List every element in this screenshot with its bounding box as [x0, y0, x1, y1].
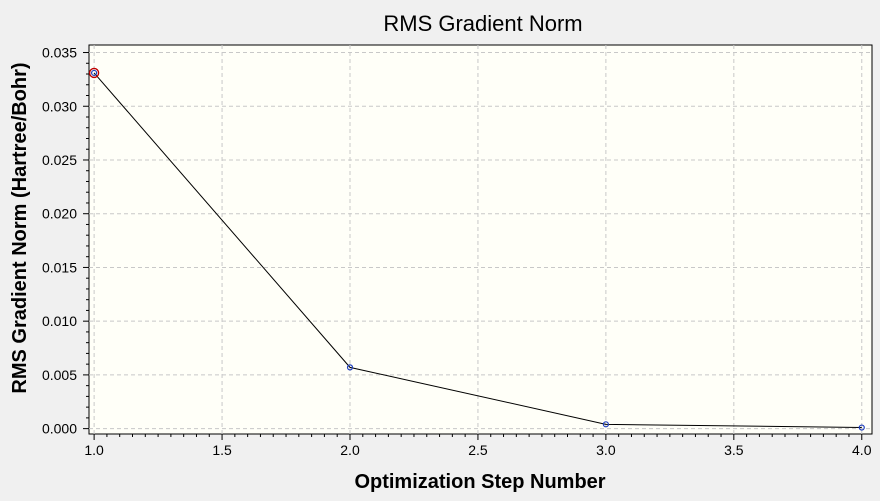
- data-point: [346, 364, 354, 371]
- y-tick-label: 0.025: [42, 152, 77, 168]
- data-point: [602, 421, 609, 428]
- y-tick-label: 0.015: [42, 259, 77, 275]
- x-axis-tick-labels: 1.0 1.5 2.0 2.5 3.0 3.5 4.0: [84, 442, 871, 458]
- x-tick-label: 1.5: [212, 442, 232, 458]
- x-tick-label: 4.0: [852, 442, 872, 458]
- y-tick-label: 0.005: [42, 367, 77, 383]
- y-tick-label: 0.030: [42, 98, 77, 114]
- y-axis-tick-labels: 0.000 0.005 0.010 0.015 0.020 0.025 0.030 0.035: [42, 45, 77, 437]
- data-point: [858, 424, 865, 431]
- x-tick-label: 2.0: [340, 442, 360, 458]
- x-tick-label: 3.5: [724, 442, 744, 458]
- x-tick-label: 2.5: [468, 442, 488, 458]
- y-axis-label: RMS Gradient Norm (Hartree/Bohr): [9, 62, 31, 393]
- y-tick-label: 0.000: [42, 421, 77, 437]
- series-rms-gradient-norm: [88, 67, 865, 431]
- y-tick-label: 0.020: [42, 206, 77, 222]
- plot-area: [88, 44, 873, 435]
- chart-title: RMS Gradient Norm: [383, 11, 582, 36]
- y-tick-label: 0.035: [42, 45, 77, 61]
- selected-point-marker: [88, 67, 100, 79]
- x-tick-label: 1.0: [84, 442, 104, 458]
- series-line: [93, 72, 862, 429]
- y-tick-label: 0.010: [42, 313, 77, 329]
- x-tick-label: 3.0: [596, 442, 616, 458]
- data-point: [91, 69, 98, 77]
- axis-ticks: [83, 52, 863, 440]
- grid-lines: [89, 45, 872, 434]
- x-axis-label: Optimization Step Number: [354, 471, 605, 493]
